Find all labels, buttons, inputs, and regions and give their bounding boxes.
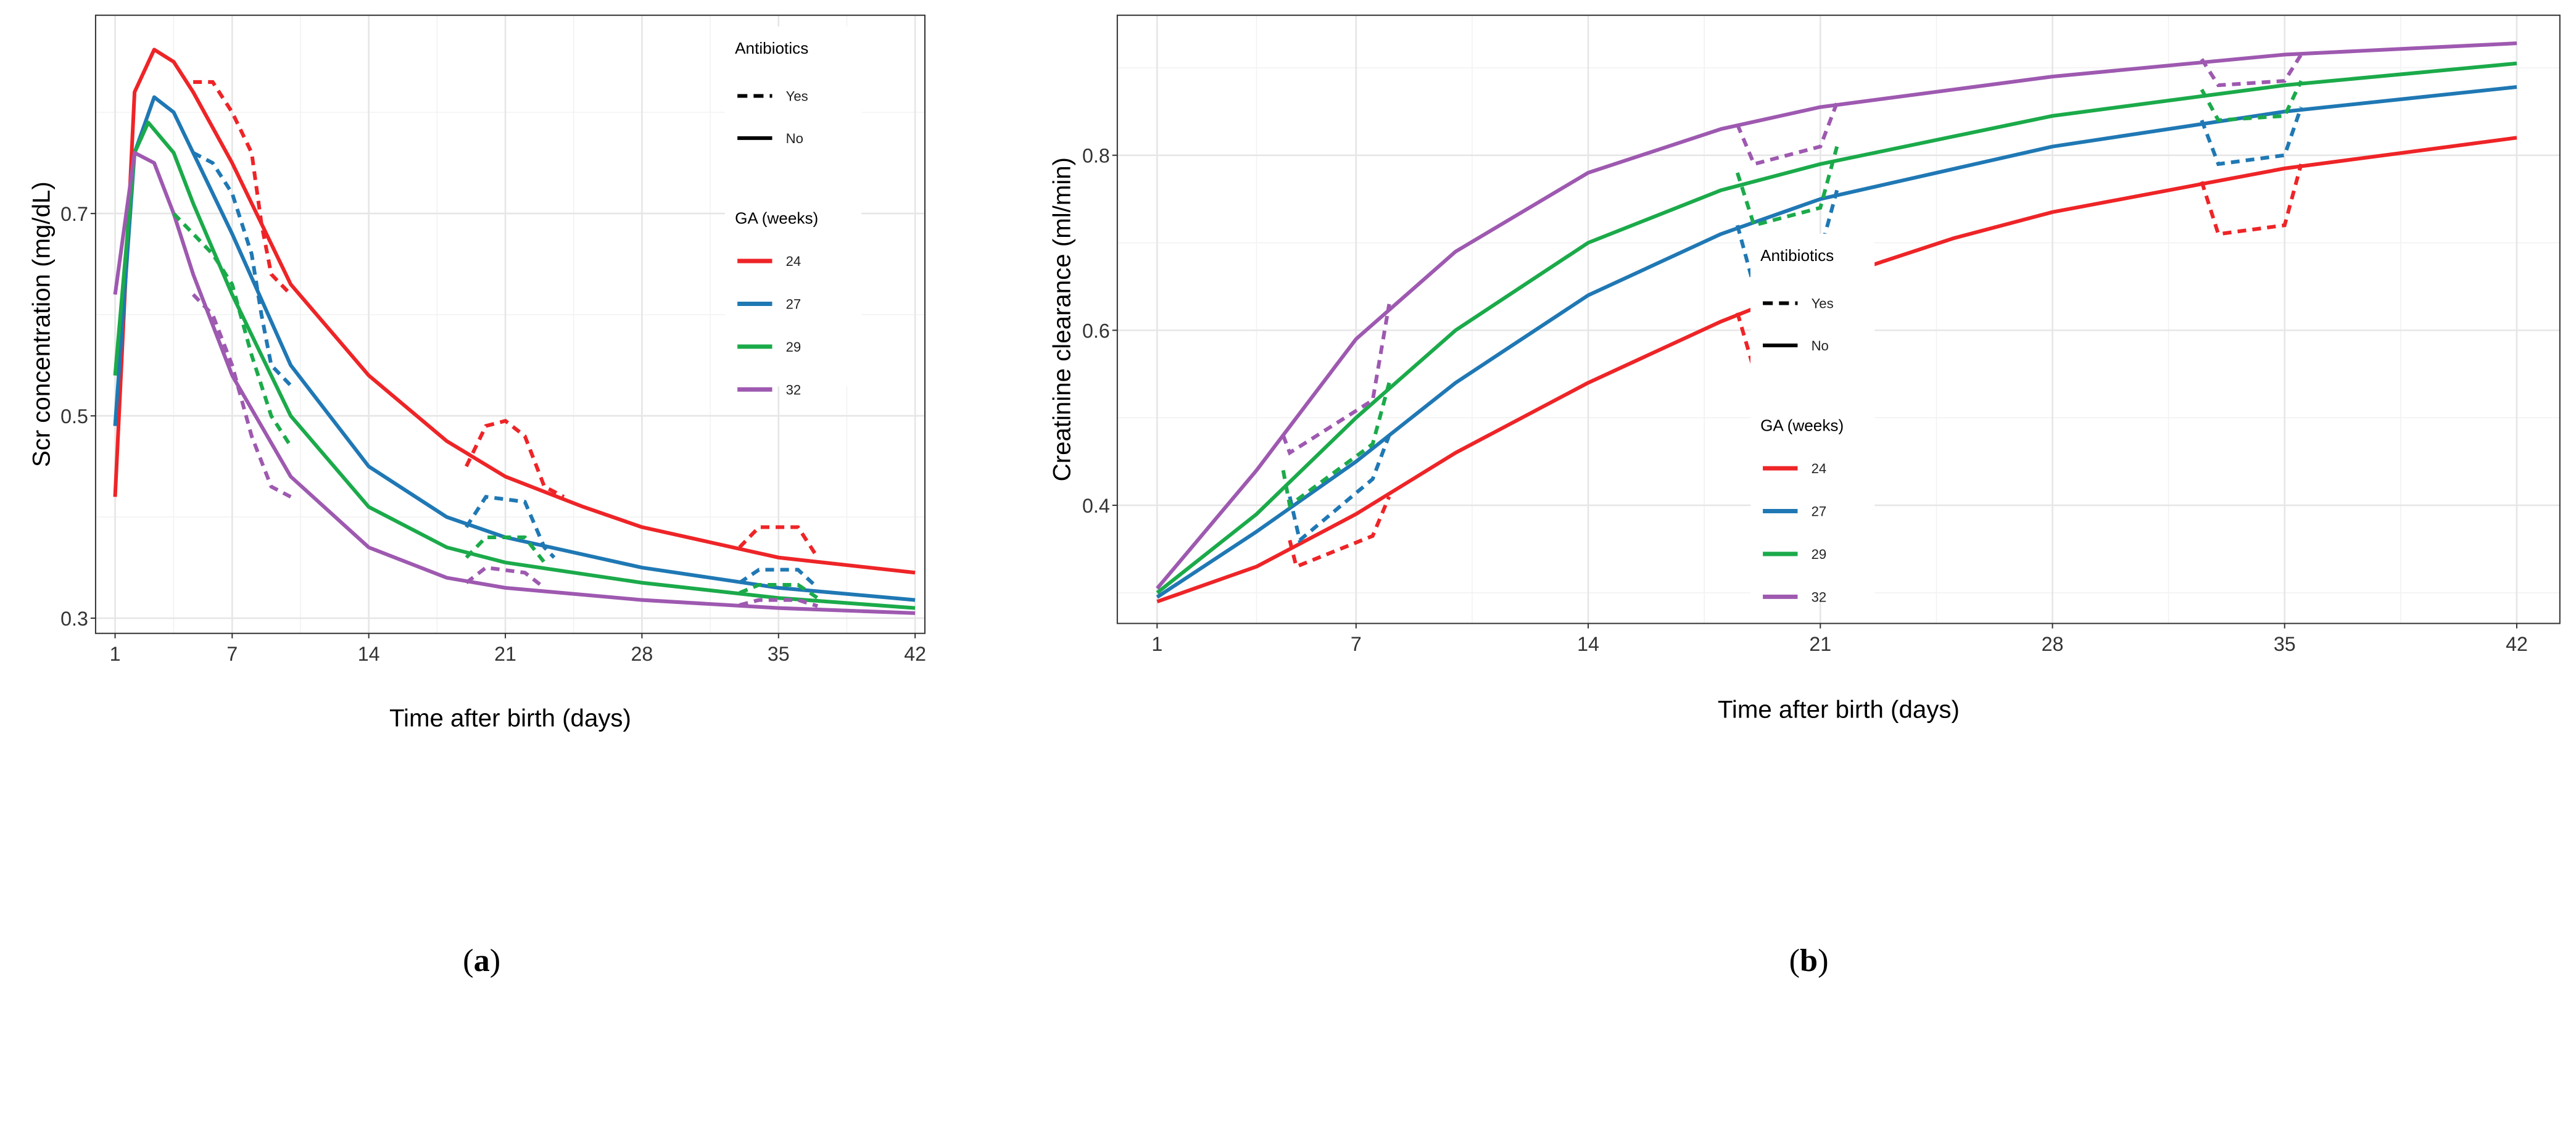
legend-label-ga-24: 24 xyxy=(786,254,801,269)
plot-border xyxy=(1116,14,2561,624)
series-line-ga-32-no-antibiotics xyxy=(113,151,916,615)
y-tick-label: 0.3 xyxy=(60,608,88,630)
x-axis-title: Time after birth (days) xyxy=(1718,696,1960,724)
x-tick-label: 21 xyxy=(1809,633,1831,655)
legend-label-yes: Yes xyxy=(1812,296,1834,312)
caption-paren: ) xyxy=(490,943,500,978)
series-line-ga-24-antibiotics xyxy=(738,525,819,559)
series-line-ga-27-antibiotics xyxy=(738,568,819,590)
legend-label-ga-29: 29 xyxy=(1812,547,1827,562)
panel-caption: (b) xyxy=(1789,943,1829,978)
series-line-ga-27-no-antibiotics xyxy=(1156,85,2517,599)
series-line-ga-27-no-antibiotics xyxy=(113,95,916,602)
legend-label-ga-32: 32 xyxy=(1812,589,1827,605)
x-tick-label: 1 xyxy=(110,643,121,665)
series-line-ga-24-antibiotics xyxy=(193,80,292,296)
x-axis-title: Time after birth (days) xyxy=(389,705,631,732)
series-line-ga-29-antibiotics xyxy=(1735,146,1839,228)
legend-background xyxy=(725,26,862,387)
series-line-ga-32-antibiotics xyxy=(1281,304,1391,456)
series-line-ga-29-antibiotics xyxy=(465,535,546,564)
x-tick-label: 35 xyxy=(768,643,790,665)
y-tick-label: 0.6 xyxy=(1082,320,1110,342)
legend-title-ga: GA (weeks) xyxy=(735,209,818,228)
x-tick-label: 14 xyxy=(358,643,380,665)
x-tick-label: 14 xyxy=(1577,633,1599,655)
series-line-ga-32-no-antibiotics xyxy=(1156,41,2517,590)
series-line-ga-32-antibiotics xyxy=(2200,53,2303,88)
series-line-ga-24-antibiotics xyxy=(465,418,565,499)
legend-label-ga-27: 27 xyxy=(786,297,801,312)
series-line-ga-24-no-antibiotics xyxy=(1156,136,2517,604)
series-line-ga-29-no-antibiotics xyxy=(1156,61,2517,595)
x-tick-label: 42 xyxy=(904,643,926,665)
legend-title-ga: GA (weeks) xyxy=(1760,416,1844,435)
y-axis-title: Creatinine clearance (ml/min) xyxy=(1048,157,1075,481)
series-line-ga-27-antibiotics xyxy=(1288,434,1391,544)
series-line-ga-27-antibiotics xyxy=(465,495,556,559)
y-tick-label: 0.8 xyxy=(1082,145,1110,167)
legend-title-antibiotics: Antibiotics xyxy=(735,39,808,57)
series-line-ga-27-antibiotics xyxy=(192,151,292,387)
series-line-ga-32-antibiotics xyxy=(1736,102,1839,167)
caption-letter: b xyxy=(1800,943,1818,978)
series-line-ga-29-antibiotics xyxy=(2200,80,2303,123)
legend-label-yes: Yes xyxy=(786,89,808,104)
legend-label-no: No xyxy=(1812,338,1829,353)
caption-paren: ) xyxy=(1818,943,1828,978)
caption-paren: ( xyxy=(463,943,473,978)
series-line-ga-27-antibiotics xyxy=(1735,189,1839,289)
legend: Antibiotics Yes No GA (weeks) 24 27 29 32 xyxy=(1750,233,1875,605)
panel-caption: (a) xyxy=(463,943,500,978)
legend-label-ga-27: 27 xyxy=(1812,504,1827,519)
y-tick-label: 0.7 xyxy=(60,203,88,225)
y-axis-title: Scr concentration (mg/dL) xyxy=(27,181,55,467)
legend-label-ga-24: 24 xyxy=(1812,461,1827,476)
legend-label-ga-32: 32 xyxy=(786,382,801,397)
legend-background xyxy=(1750,233,1875,594)
series-line-ga-27-antibiotics xyxy=(2200,106,2303,167)
x-tick-label: 7 xyxy=(1351,633,1362,655)
chart-panel-a: 1 7 14 21 28 35 42 0.3 0.5 0.7 Antibiotics Yes No GA … xyxy=(27,14,926,978)
y-tick-label: 0.5 xyxy=(60,405,88,428)
series-line-ga-32-antibiotics xyxy=(465,565,546,590)
plot-border xyxy=(94,14,926,634)
chart-panel-b: 1 7 14 21 28 35 42 0.4 0.6 0.8 Antibiotics Yes No GA … xyxy=(1048,14,2561,978)
series-line-ga-29-no-antibiotics xyxy=(113,120,916,610)
series-line-ga-29-antibiotics xyxy=(172,212,292,447)
series-line-ga-24-antibiotics xyxy=(1288,495,1391,569)
x-tick-label: 28 xyxy=(2042,633,2064,655)
caption-paren: ( xyxy=(1789,943,1800,978)
legend-label-no: No xyxy=(786,131,803,146)
caption-letter: a xyxy=(474,943,490,978)
series-line-ga-29-antibiotics xyxy=(1281,382,1391,509)
x-tick-label: 35 xyxy=(2274,633,2296,655)
x-tick-label: 7 xyxy=(226,643,238,665)
legend-label-ga-29: 29 xyxy=(786,339,801,355)
series-line-ga-32-antibiotics xyxy=(191,293,292,499)
x-tick-label: 21 xyxy=(494,643,516,665)
series-line-ga-24-no-antibiotics xyxy=(113,48,916,575)
x-tick-label: 42 xyxy=(2506,633,2528,655)
legend: Antibiotics Yes No GA (weeks) 24 27 29 32 xyxy=(725,26,862,397)
x-tick-label: 1 xyxy=(1151,633,1162,655)
legend-title-antibiotics: Antibiotics xyxy=(1760,246,1834,265)
y-tick-label: 0.4 xyxy=(1082,495,1110,517)
x-tick-label: 28 xyxy=(631,643,653,665)
series-line-ga-24-antibiotics xyxy=(2200,163,2303,236)
